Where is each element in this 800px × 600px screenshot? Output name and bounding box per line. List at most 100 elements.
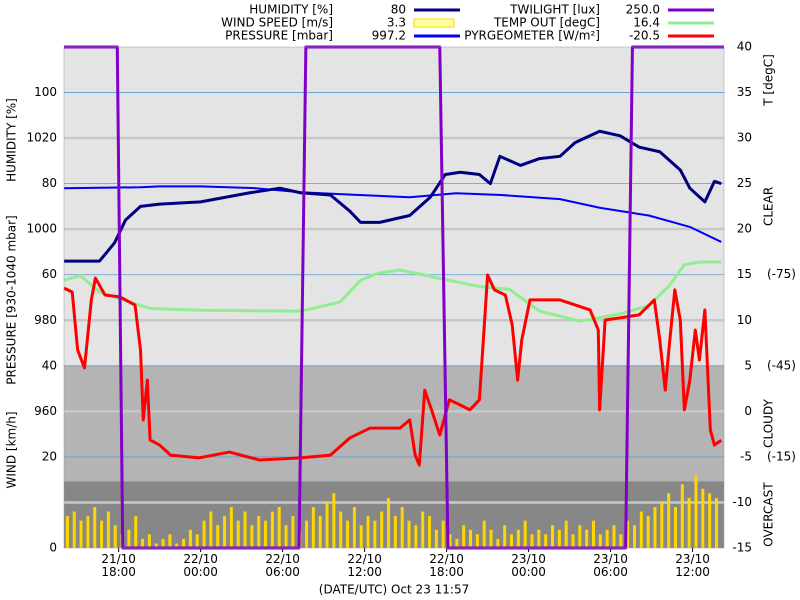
- wind-bar: [229, 507, 233, 548]
- x-tick-label: 22/10 06:00: [265, 552, 300, 579]
- series-line: [63, 260, 722, 323]
- legend-swatch: [413, 18, 455, 28]
- y-tick-label: 80: [42, 176, 57, 190]
- wind-bar: [551, 525, 555, 548]
- wind-bar: [619, 534, 623, 548]
- y2-axis-label: T [degC]: [762, 54, 776, 107]
- wind-bar: [387, 497, 391, 548]
- wind-bar: [673, 507, 677, 548]
- y2-tick-label: 20: [737, 222, 752, 236]
- y-tick-label: 20: [42, 449, 57, 463]
- y-tick-label: 60: [42, 267, 57, 281]
- y2-tick-label: 5: [744, 358, 752, 372]
- wind-bar: [311, 507, 315, 548]
- wind-bar: [680, 484, 684, 548]
- y-axis-label: HUMIDITY [%]: [5, 98, 19, 182]
- legend-value: 16.4: [633, 16, 660, 30]
- wind-bar: [585, 529, 589, 548]
- wind-bar: [557, 529, 561, 548]
- wind-bar: [510, 534, 514, 548]
- legend-label: TEMP OUT [degC]: [493, 16, 600, 30]
- series-line: [63, 273, 723, 467]
- wind-bar: [141, 538, 145, 548]
- wind-bar: [270, 511, 274, 548]
- wind-bar: [714, 497, 718, 548]
- wind-bar: [626, 520, 630, 548]
- legend-label: WIND SPEED [m/s]: [221, 16, 333, 30]
- wind-bar: [359, 525, 363, 548]
- wind-bar: [434, 529, 438, 548]
- x-tick-label: 23/10 00:00: [511, 552, 546, 579]
- y-tick-label: 100: [34, 85, 57, 99]
- x-tick-label: 22/10 00:00: [183, 552, 218, 579]
- legend-label: PYRGEOMETER [W/m²]: [464, 29, 600, 43]
- legend-label: PRESSURE [mbar]: [225, 29, 333, 43]
- wind-bar: [250, 525, 254, 548]
- sky-band-label: CLOUDY: [762, 398, 776, 447]
- series-line: [63, 185, 722, 243]
- y2-tick-label: 30: [737, 131, 752, 145]
- legend-label: TWILIGHT [lux]: [509, 3, 600, 17]
- wind-bar: [708, 493, 712, 548]
- wind-bar: [571, 534, 575, 548]
- wind-bar: [428, 516, 432, 548]
- wind-bar: [195, 534, 199, 548]
- wind-bar: [243, 511, 247, 548]
- wind-bar: [373, 520, 377, 548]
- wind-bar: [612, 525, 616, 548]
- wind-bar: [113, 525, 117, 548]
- sky-band-label: CLEAR: [762, 187, 776, 226]
- wind-bar: [65, 516, 69, 548]
- wind-bar: [667, 493, 671, 548]
- wind-bar: [455, 538, 459, 548]
- wind-bar: [475, 534, 479, 548]
- legend-value: 80: [391, 3, 406, 17]
- wind-bar: [332, 493, 336, 548]
- wind-bar: [264, 520, 268, 548]
- wind-bar: [489, 529, 493, 548]
- wind-bar: [660, 502, 664, 548]
- wind-bar: [93, 507, 97, 548]
- wind-bar: [694, 475, 698, 548]
- wind-bar: [339, 511, 343, 548]
- legend-value: -20.5: [629, 29, 660, 43]
- wind-bar: [441, 520, 445, 548]
- y-tick-label: 0: [49, 541, 57, 555]
- wind-bar: [257, 516, 261, 548]
- y3-tick-label: (-75): [767, 267, 796, 281]
- wind-bar: [503, 525, 507, 548]
- y2-tick-label: 35: [737, 85, 752, 99]
- y2-tick-label: 25: [737, 176, 752, 190]
- wind-bar: [687, 497, 691, 548]
- wind-bar: [632, 525, 636, 548]
- x-tick-label: 21/10 18:00: [101, 552, 136, 579]
- wind-bar: [291, 516, 295, 548]
- wind-bar: [414, 525, 418, 548]
- wind-bar: [530, 534, 534, 548]
- wind-bar: [462, 525, 466, 548]
- wind-bar: [154, 543, 158, 548]
- wind-bar: [127, 529, 131, 548]
- wind-bar: [72, 511, 76, 548]
- wind-bar: [366, 516, 370, 548]
- y-tick-label: 1020: [26, 131, 57, 145]
- wind-bar: [639, 511, 643, 548]
- legend-value: 3.3: [387, 16, 406, 30]
- wind-bar: [482, 520, 486, 548]
- y-tick-label: 960: [34, 404, 57, 418]
- y-tick-label: 40: [42, 358, 57, 372]
- wind-bar: [209, 511, 213, 548]
- y2-tick-label: -10: [732, 495, 752, 509]
- wind-bar: [175, 543, 179, 548]
- wind-bar: [305, 520, 309, 548]
- sky-band: [64, 47, 724, 366]
- y3-tick-label: (-15): [767, 449, 796, 463]
- y3-tick-label: (-45): [767, 358, 796, 372]
- wind-bar: [325, 502, 329, 548]
- y-tick-label: 1000: [26, 222, 57, 236]
- wind-bar: [598, 534, 602, 548]
- wind-bar: [380, 511, 384, 548]
- wind-bar: [537, 529, 541, 548]
